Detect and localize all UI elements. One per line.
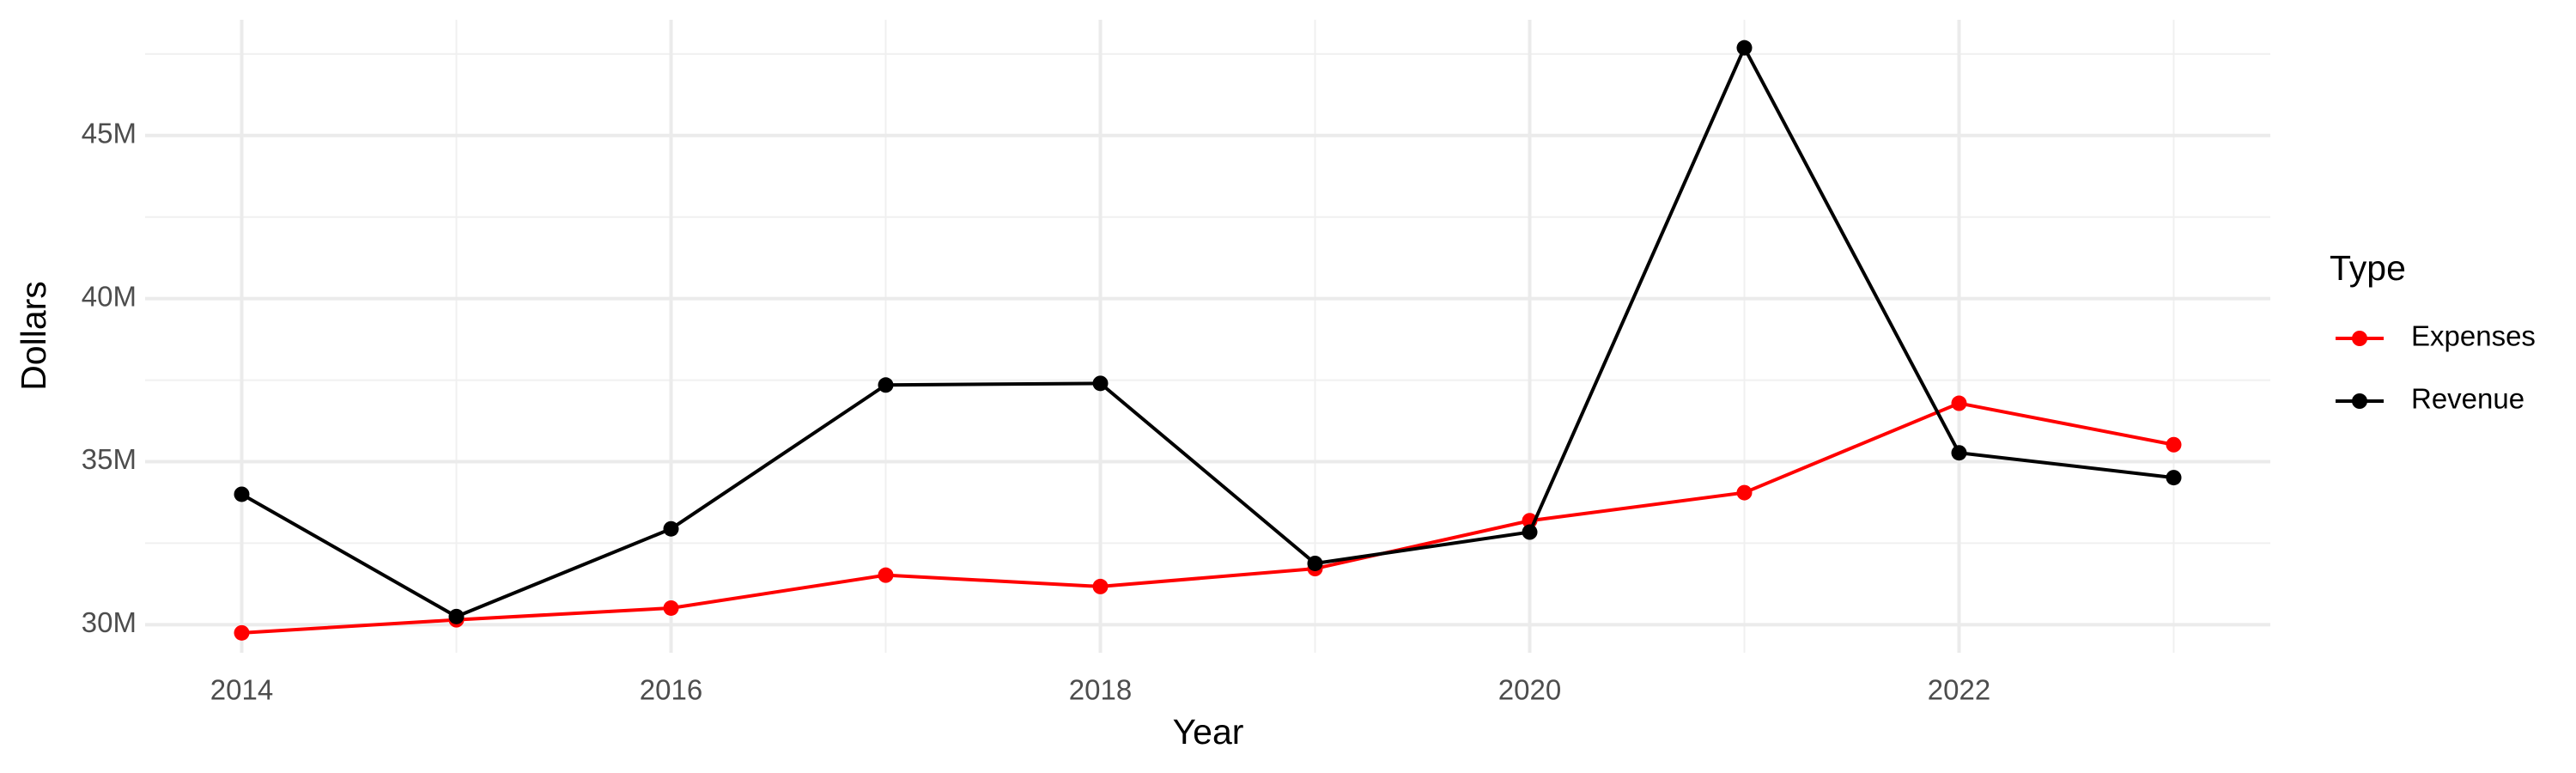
- data-point: [1951, 395, 1967, 411]
- y-axis-title: Dollars: [14, 281, 53, 391]
- data-point: [1736, 40, 1753, 56]
- data-point: [234, 486, 250, 502]
- y-tick-label: 30M: [82, 606, 137, 638]
- y-tick-label: 35M: [82, 443, 137, 475]
- data-point: [448, 608, 465, 624]
- legend-title: Type: [2330, 248, 2406, 288]
- x-tick-label: 2020: [1498, 674, 1561, 706]
- data-point: [1522, 524, 1538, 540]
- x-tick-label: 2016: [640, 674, 702, 706]
- data-point: [1951, 445, 1967, 461]
- x-tick-label: 2022: [1928, 674, 1990, 706]
- data-point: [1092, 375, 1109, 392]
- x-axis-title: Year: [1173, 712, 1244, 752]
- data-point: [663, 520, 679, 537]
- data-point: [1736, 484, 1753, 501]
- y-tick-label: 40M: [82, 280, 137, 312]
- legend-label: Expenses: [2411, 320, 2536, 352]
- data-point: [2166, 470, 2182, 486]
- data-point: [234, 624, 250, 641]
- legend-key-point: [2352, 393, 2367, 409]
- data-point: [878, 567, 894, 583]
- legend-key-point: [2352, 331, 2367, 346]
- series-line: [240, 44, 2174, 619]
- series-line: [241, 401, 2174, 635]
- y-tick-label: 45M: [82, 118, 137, 149]
- data-point: [663, 600, 679, 616]
- data-point: [2166, 436, 2182, 453]
- data-point: [1092, 578, 1109, 594]
- x-tick-label: 2014: [210, 674, 273, 706]
- data-point: [1307, 555, 1323, 571]
- legend-label: Revenue: [2411, 383, 2524, 415]
- data-point: [878, 377, 894, 393]
- x-tick-label: 2018: [1069, 674, 1132, 706]
